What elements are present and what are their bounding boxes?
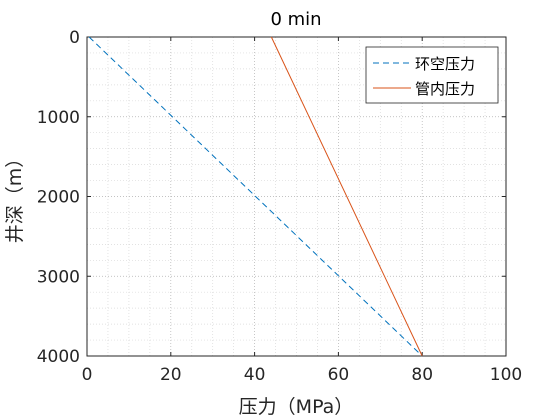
legend-label-tubing: 管内压力	[415, 80, 475, 98]
y-tick-label: 1000	[37, 108, 80, 128]
grid	[87, 37, 506, 356]
y-axis-title: 井深（m）	[4, 149, 26, 244]
y-tick-label: 2000	[37, 188, 80, 208]
series-line-tubing-pressure	[270, 36, 423, 357]
x-tick-label: 80	[411, 365, 433, 385]
x-tick-label: 40	[244, 365, 266, 385]
legend: 环空压力 管内压力	[365, 46, 499, 104]
y-tick-label: 4000	[37, 347, 80, 367]
series-line-annulus-pressure	[88, 36, 423, 357]
legend-label-annulus: 环空压力	[415, 55, 475, 73]
x-tick-label: 0	[82, 365, 93, 385]
series-group	[88, 36, 423, 357]
x-tick-label: 20	[160, 365, 182, 385]
chart-title: 0 min	[270, 9, 321, 30]
x-tick-label: 100	[490, 365, 522, 385]
x-axis-title: 压力（MPa）	[239, 396, 354, 418]
legend-box	[365, 46, 499, 104]
y-tick-label: 3000	[37, 267, 80, 287]
x-tick-label: 60	[328, 365, 350, 385]
y-tick-label: 0	[69, 28, 80, 48]
